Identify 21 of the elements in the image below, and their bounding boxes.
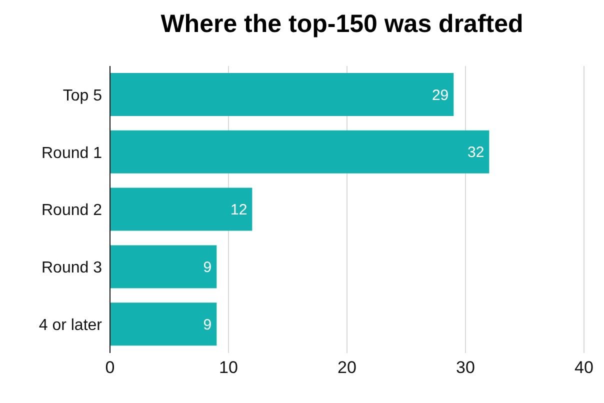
y-tick-label: Top 5 bbox=[62, 87, 102, 104]
y-tick-label: 4 or later bbox=[38, 316, 103, 334]
bar bbox=[110, 188, 252, 231]
y-tick-label: Round 2 bbox=[42, 202, 102, 220]
y-tick-label: Round 1 bbox=[42, 144, 102, 162]
bar bbox=[110, 302, 217, 346]
data-label: 9 bbox=[203, 316, 212, 334]
x-tick-label: 30 bbox=[456, 358, 475, 378]
bar bbox=[110, 130, 490, 174]
data-label: 29 bbox=[432, 86, 449, 104]
x-tick-label: 10 bbox=[219, 358, 238, 378]
data-label: 32 bbox=[468, 144, 484, 162]
chart-title: Where the top-150 was drafted bbox=[160, 9, 524, 40]
data-label: 12 bbox=[230, 202, 248, 219]
x-tick-label: 0 bbox=[105, 358, 115, 378]
bar bbox=[110, 73, 454, 116]
x-tick-label: 40 bbox=[574, 358, 594, 378]
x-tick-label: 20 bbox=[338, 358, 356, 378]
y-tick-label: Round 3 bbox=[42, 260, 102, 277]
data-label: 9 bbox=[203, 259, 212, 276]
bar bbox=[110, 245, 217, 288]
